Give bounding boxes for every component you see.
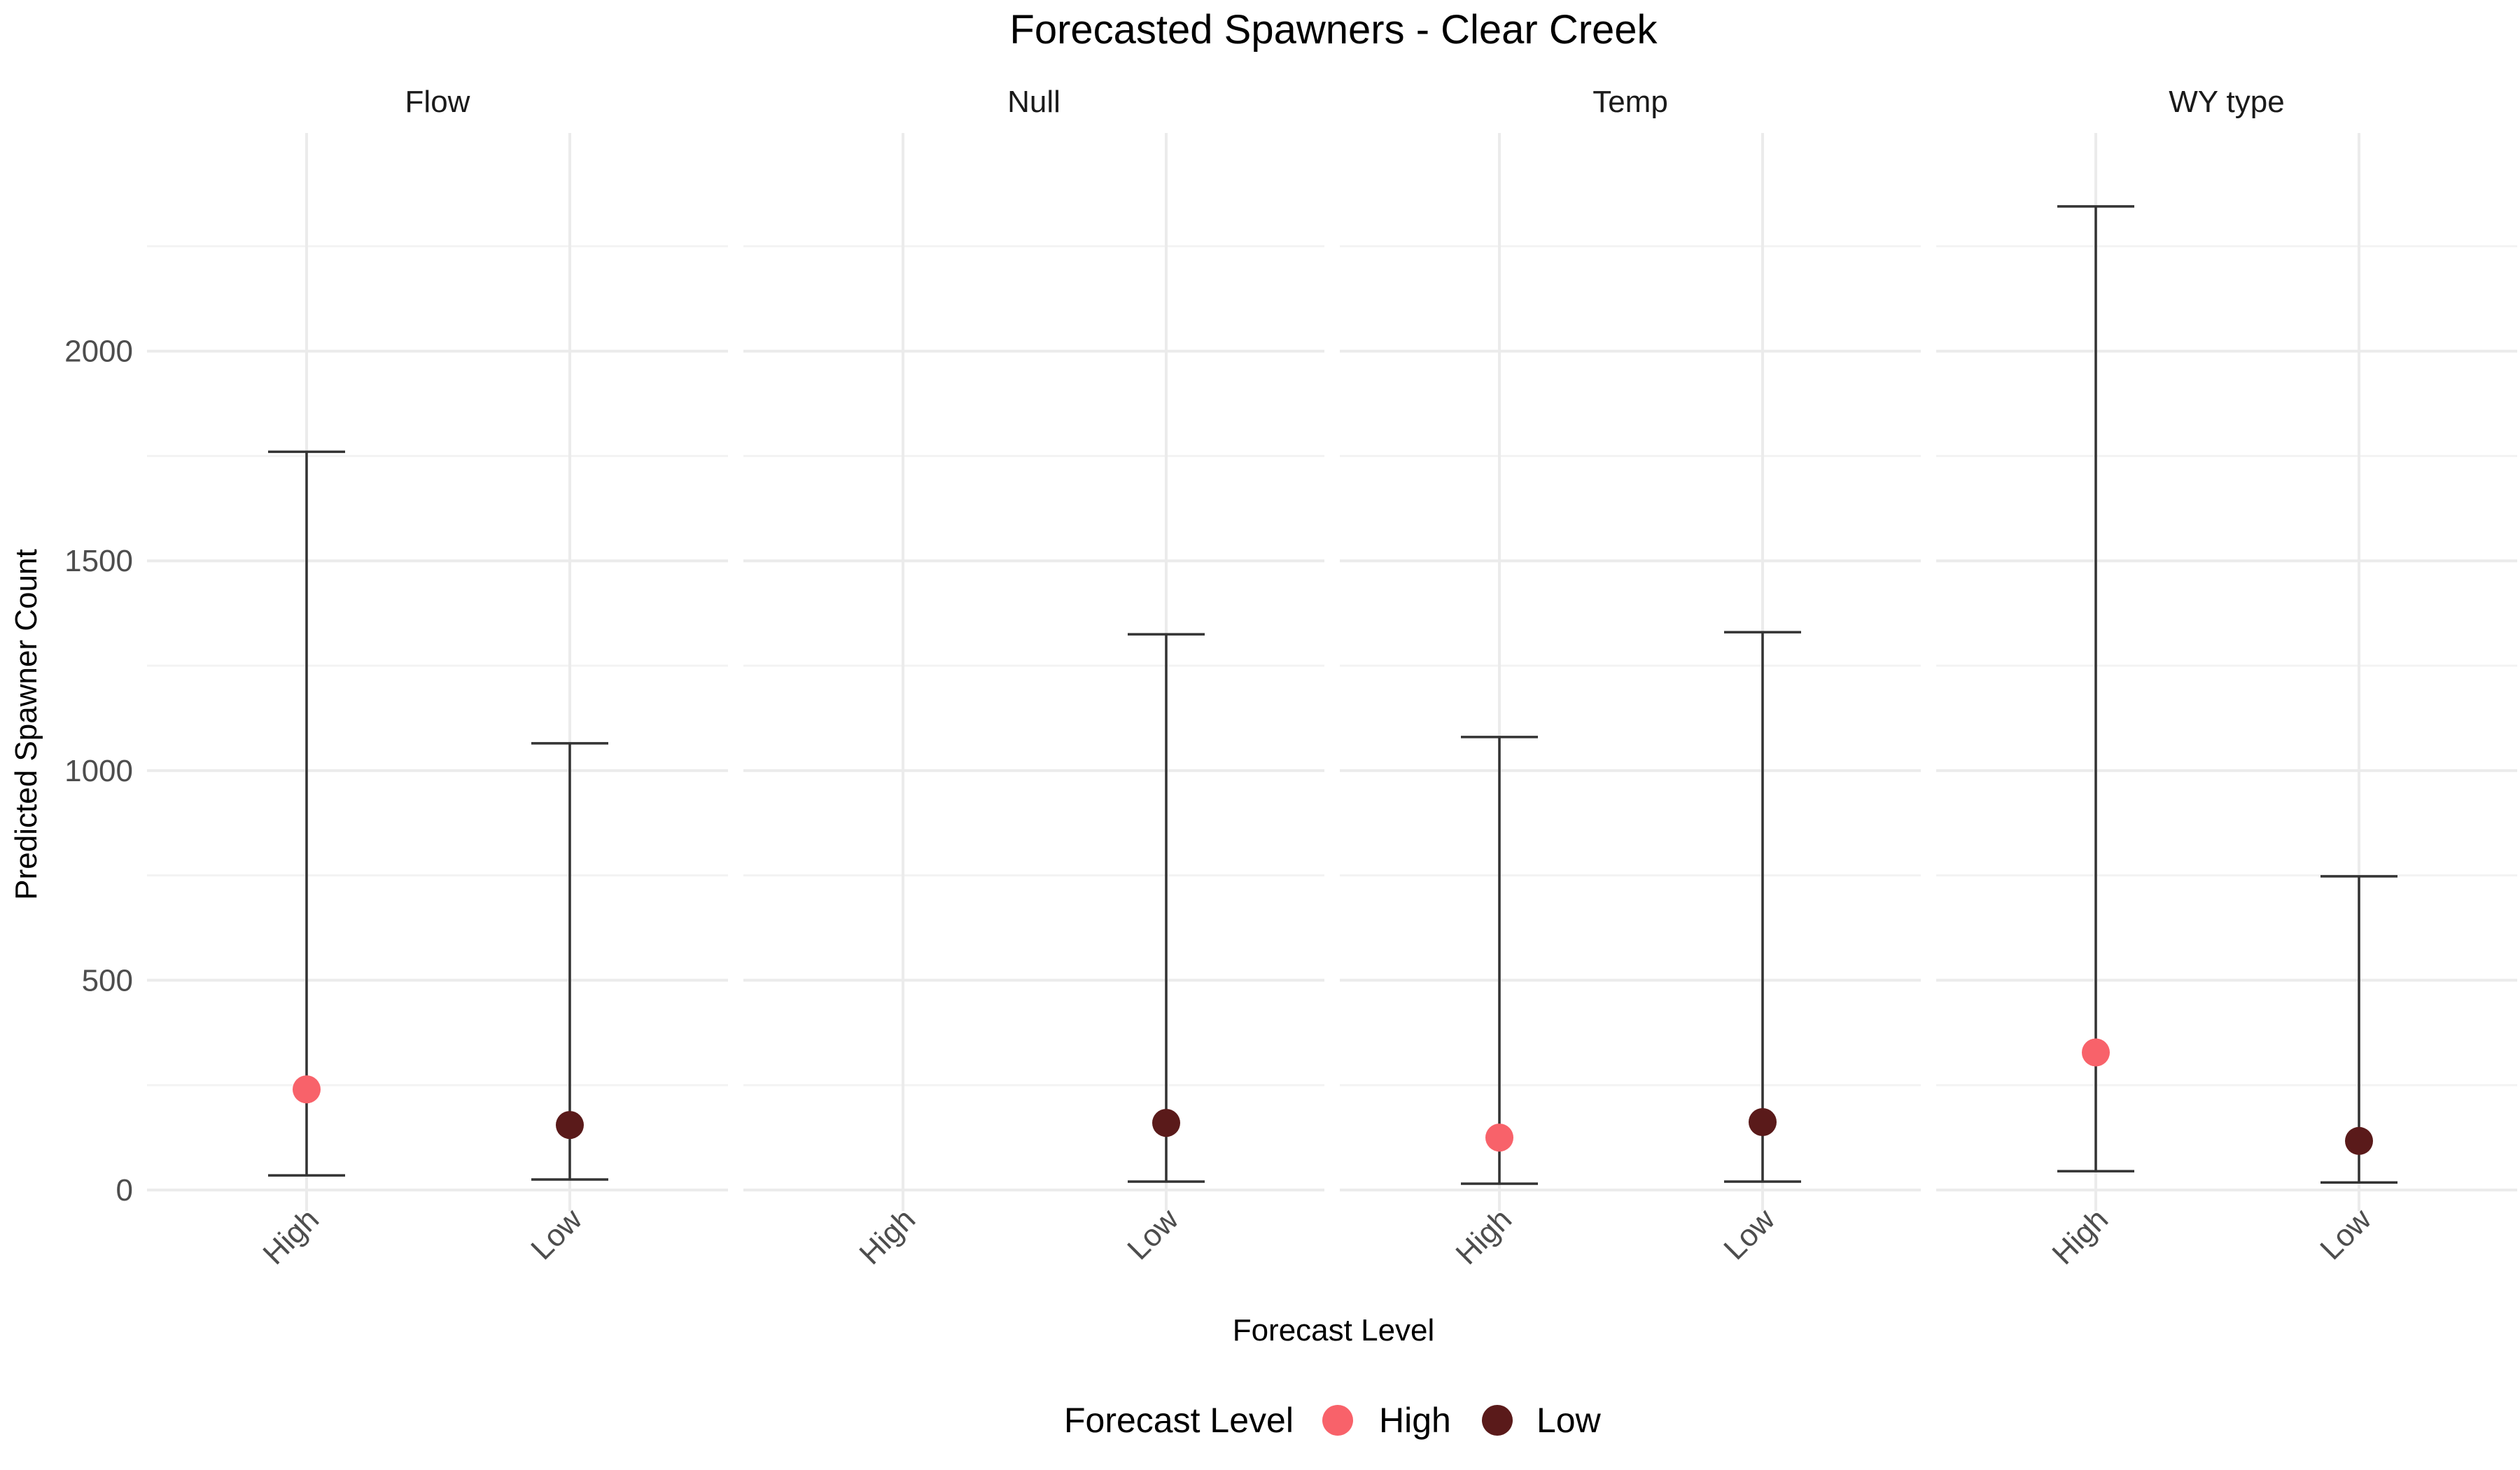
x-tick-label: Low	[1121, 1202, 1185, 1266]
legend-swatch-low	[1482, 1405, 1513, 1436]
x-tick-label: High	[2045, 1202, 2115, 1271]
facet-strip-label: Null	[1007, 85, 1060, 119]
legend-title: Forecast Level	[1064, 1401, 1294, 1440]
y-axis-title: Predicted Spawner Count	[9, 549, 43, 899]
y-tick-label: 0	[116, 1173, 133, 1208]
legend-label-high: High	[1379, 1401, 1451, 1440]
x-axis-title: Forecast Level	[1233, 1313, 1435, 1348]
facet-strip-label: Flow	[405, 85, 470, 119]
point-low	[556, 1111, 584, 1140]
point-low	[1152, 1109, 1180, 1138]
point-low	[1749, 1107, 1777, 1136]
legend: Forecast Level High Low	[1064, 1401, 1602, 1440]
y-tick-label: 500	[82, 963, 133, 997]
y-tick-label: 1500	[64, 544, 133, 578]
facet-strip-label: Temp	[1592, 85, 1668, 119]
y-axis: 0 500 1000 1500 2000	[64, 335, 133, 1208]
facet-strip-label: WY type	[2169, 85, 2284, 119]
y-tick-label: 1000	[64, 754, 133, 788]
legend-label-low: Low	[1536, 1401, 1602, 1440]
chart-title: Forecasted Spawners - Clear Creek	[1009, 7, 1658, 52]
x-tick-label: Low	[1717, 1202, 1782, 1266]
x-tick-label: Low	[524, 1202, 589, 1266]
facet-panel-flow: Flow High Low	[147, 85, 728, 1271]
legend-swatch-high	[1322, 1405, 1353, 1436]
point-high	[2082, 1038, 2110, 1067]
x-tick-label: Low	[2314, 1202, 2378, 1266]
y-tick-label: 2000	[64, 335, 133, 369]
x-tick-label: High	[256, 1202, 326, 1271]
facet-panel-null: Null High Low	[743, 85, 1324, 1271]
x-tick-label: High	[1449, 1202, 1518, 1271]
x-tick-label: High	[853, 1202, 922, 1271]
facet-panel-wy-type: WY type High Low	[1936, 85, 2517, 1271]
facet-panel-temp: Temp High Low	[1340, 85, 1921, 1271]
point-high	[1485, 1124, 1513, 1152]
point-low	[2345, 1126, 2373, 1155]
point-high	[293, 1075, 321, 1104]
